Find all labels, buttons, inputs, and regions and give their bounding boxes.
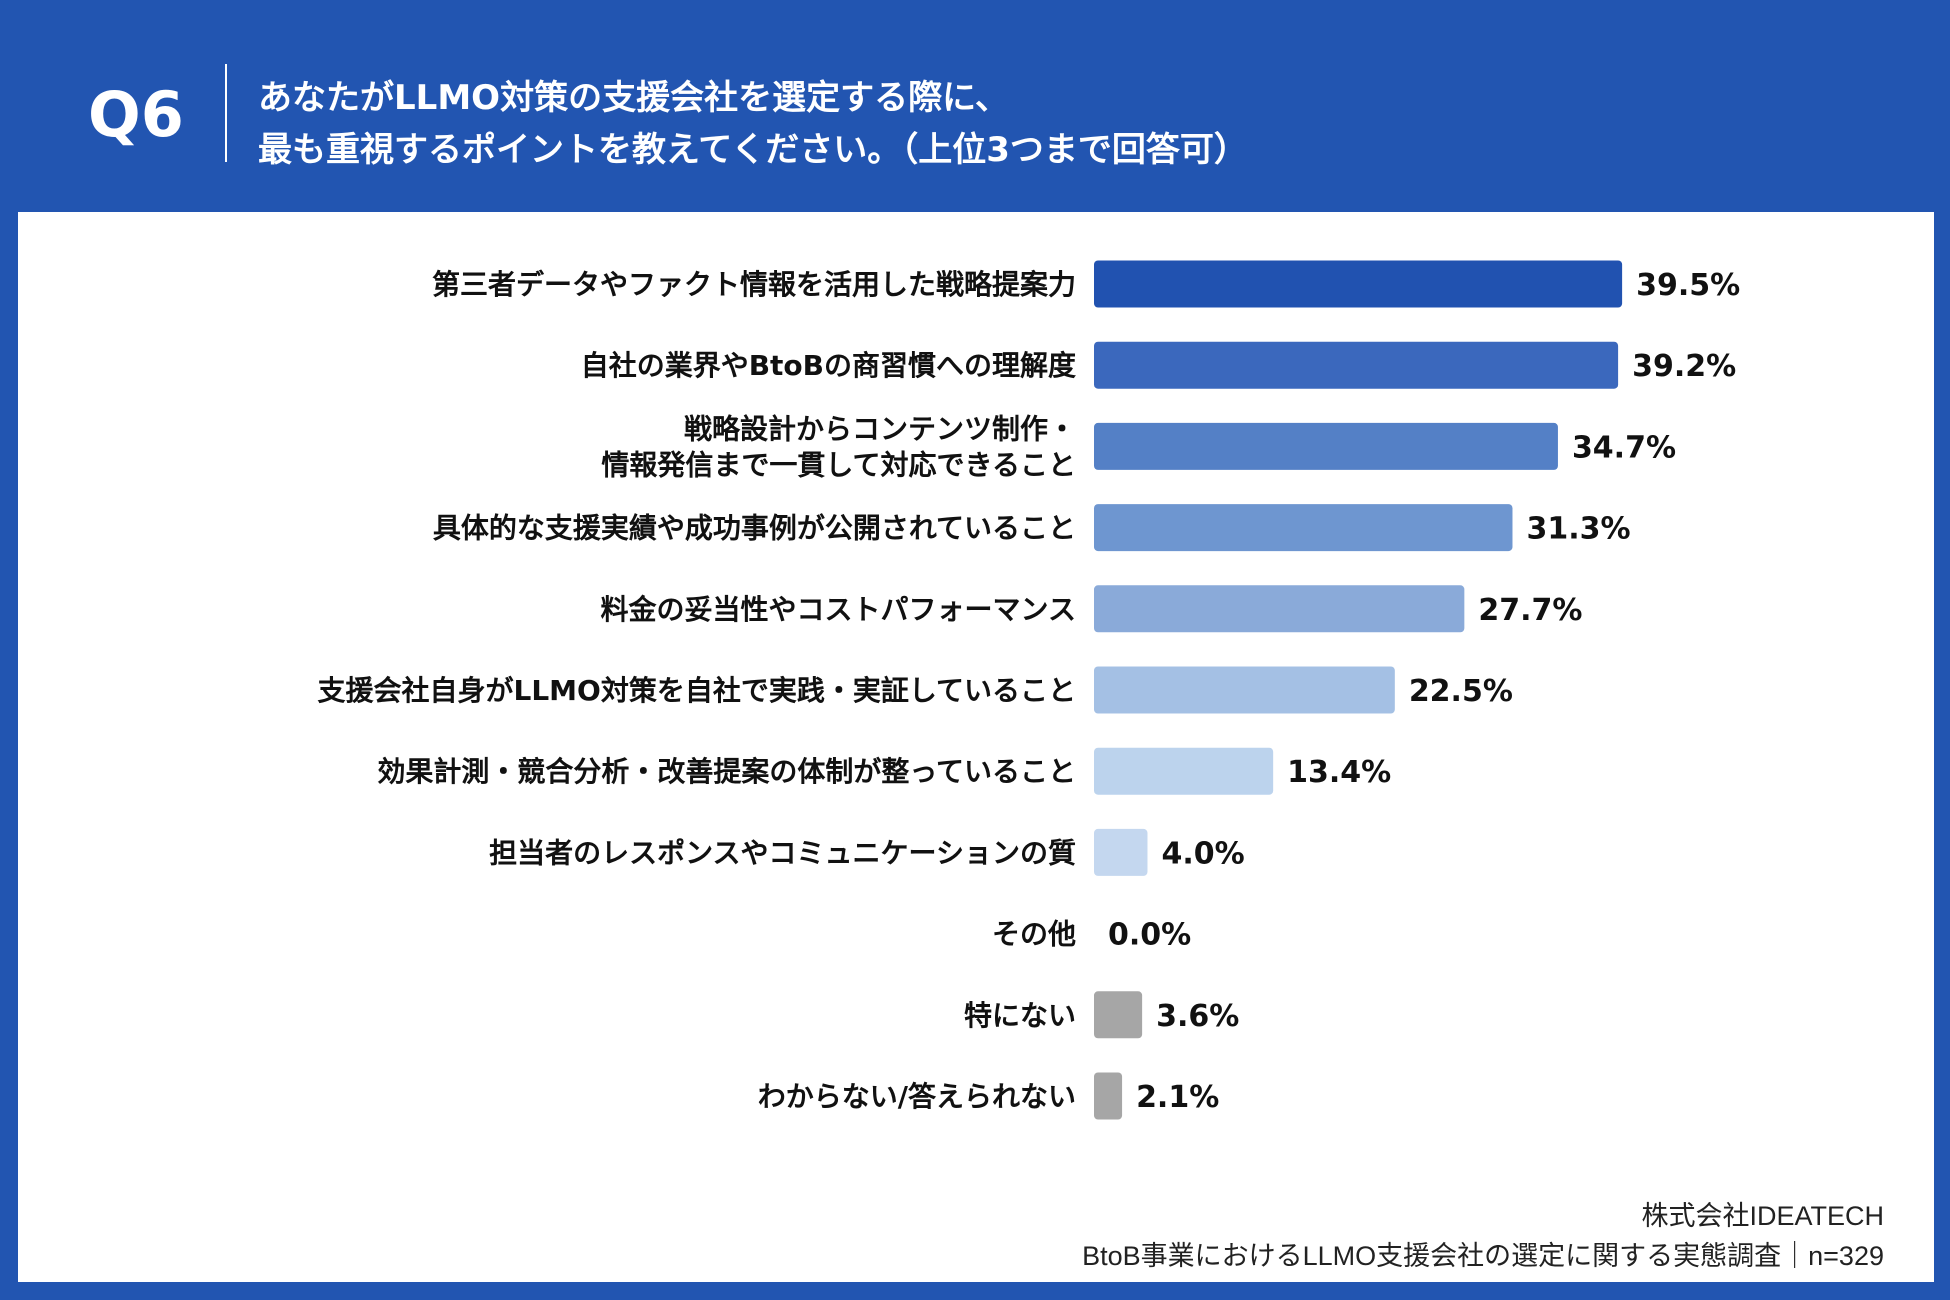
bar [1094, 666, 1395, 714]
value-label: 34.7% [1572, 430, 1676, 465]
value-label: 4.0% [1161, 836, 1244, 871]
category-label: その他 [992, 918, 1076, 951]
value-label: 31.3% [1526, 512, 1630, 547]
category-label: 第三者データやファクト情報を活用した戦略提案力 [432, 268, 1076, 301]
title-line-2: 最も重視するポイントを教えてください。（上位3つまで回答可） [258, 130, 1248, 170]
question-number: Q6 [88, 78, 184, 151]
bar [1094, 260, 1623, 308]
footer-company: 株式会社IDEATECH [1641, 1201, 1884, 1231]
footer-survey: BtoB事業におけるLLMO支援会社の選定に関する実態調査｜n=329 [1082, 1241, 1884, 1271]
category-label: 自社の業界やBtoBの商習慣への理解度 [581, 349, 1076, 382]
category-label: 料金の妥当性やコストパフォーマンス [601, 593, 1076, 626]
category-label: 情報発信まで一貫して対応できること [601, 448, 1076, 481]
value-label: 2.1% [1136, 1080, 1219, 1115]
category-label: 担当者のレスポンスやコミュニケーションの質 [489, 836, 1076, 869]
value-label: 39.5% [1636, 268, 1740, 303]
value-label: 13.4% [1287, 755, 1391, 790]
category-label: 具体的な支援実績や成功事例が公開されていること [433, 512, 1076, 545]
bar [1094, 422, 1558, 470]
bar [1094, 747, 1274, 795]
value-label: 22.5% [1409, 674, 1513, 709]
category-label: 戦略設計からコンテンツ制作・ [684, 412, 1076, 445]
bar [1094, 504, 1513, 552]
bar [1094, 1072, 1123, 1120]
title-line-1: あなたがLLMO対策の支援会社を選定する際に、 [258, 78, 1010, 118]
bar [1094, 585, 1465, 633]
value-label: 3.6% [1156, 999, 1239, 1034]
bar [1094, 828, 1148, 876]
question-title: あなたがLLMO対策の支援会社を選定する際に、 最も重視するポイントを教えてくだ… [258, 72, 1248, 176]
category-label: 特にない [964, 999, 1076, 1032]
value-label: 27.7% [1478, 593, 1582, 628]
category-label: わからない/答えられない [758, 1080, 1076, 1113]
bar [1094, 991, 1143, 1039]
value-label: 39.2% [1632, 349, 1736, 384]
bar [1094, 341, 1619, 389]
category-label: 効果計測・競合分析・改善提案の体制が整っていること [377, 755, 1076, 788]
category-label: 支援会社自身がLLMO対策を自社で実践・実証していること [317, 674, 1076, 707]
chart-panel [18, 212, 1934, 1282]
header-divider [225, 64, 227, 162]
value-label: 0.0% [1108, 918, 1191, 953]
